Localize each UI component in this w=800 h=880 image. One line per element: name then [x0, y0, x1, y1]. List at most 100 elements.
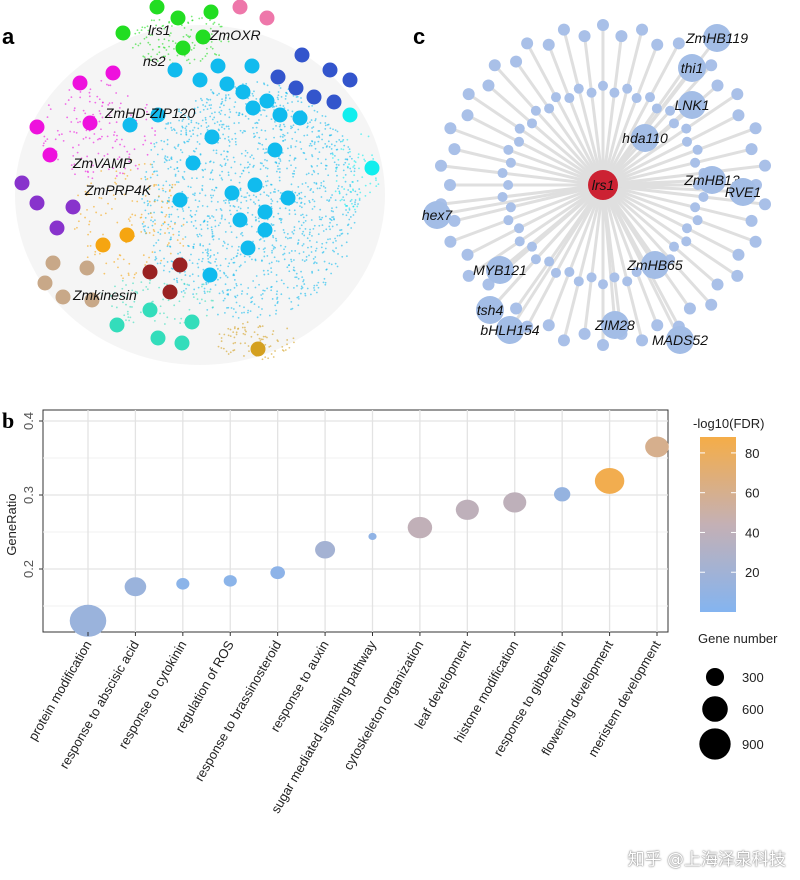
gene-dot [257, 326, 260, 329]
gene-dot [375, 179, 377, 182]
gene-dot [311, 154, 313, 156]
gene-dot [261, 338, 264, 341]
gene-dot [167, 299, 170, 302]
gene-dot [143, 162, 146, 165]
gene-node [505, 157, 516, 168]
gene-node [542, 38, 555, 51]
gene-dot [237, 249, 239, 252]
gene-dot [220, 217, 223, 220]
gene-dot [308, 199, 311, 202]
gene-dot [246, 151, 249, 154]
gene-node [615, 30, 628, 43]
gene-dot [202, 244, 205, 247]
gene-node [510, 302, 523, 315]
gene-dot [202, 108, 205, 111]
gene-dot [104, 212, 107, 215]
gene-dot [330, 196, 332, 199]
gene-dot [303, 152, 306, 155]
gene-dot [235, 236, 238, 239]
y-tick-label: 0.4 [21, 412, 36, 430]
gene-dot [115, 92, 118, 94]
gene-dot [144, 216, 147, 219]
gene-dot [220, 337, 223, 339]
gene-dot [276, 290, 279, 293]
module-node-tan [79, 260, 95, 276]
gene-dot [108, 189, 111, 192]
gene-dot [221, 215, 223, 218]
gene-dot [199, 153, 202, 156]
gene-dot [166, 243, 169, 246]
gene-dot [216, 121, 219, 123]
gene-dot [205, 126, 208, 129]
gene-dot [274, 161, 277, 164]
gene-dot [213, 122, 216, 125]
gene-dot [245, 102, 247, 105]
gene-dot [205, 121, 208, 124]
gene-dot [168, 199, 170, 202]
gene-dot [68, 89, 71, 91]
gene-dot [313, 205, 316, 208]
gene-dot [272, 356, 275, 358]
gene-dot [196, 106, 199, 109]
gene-dot [343, 199, 346, 202]
gene-dot [280, 96, 283, 98]
gene-dot [304, 182, 307, 184]
gene-dot [265, 138, 267, 141]
gene-dot [200, 285, 203, 288]
gene-dot [130, 159, 133, 161]
gene-dot [279, 160, 282, 162]
gene-dot [152, 234, 155, 237]
gene-dot [234, 137, 237, 140]
gene-dot [256, 148, 259, 150]
gene-node [698, 191, 709, 202]
gene-dot [144, 194, 147, 197]
gene-dot [186, 59, 188, 62]
gene-dot [273, 105, 276, 108]
gene-dot [209, 217, 211, 220]
gene-dot [202, 283, 205, 286]
gene-dot [322, 146, 324, 149]
gene-dot [232, 308, 235, 310]
gene-dot [282, 349, 285, 352]
gene-dot [236, 252, 239, 255]
gene-dot [129, 305, 132, 308]
gene-dot [349, 185, 352, 188]
gene-dot [233, 327, 236, 330]
gene-dot [223, 150, 225, 153]
gene-node [759, 198, 772, 211]
gene-dot [314, 118, 317, 120]
gene-dot [163, 257, 165, 260]
gene-dot [173, 47, 175, 50]
gene-dot [77, 144, 80, 146]
gene-dot [252, 94, 255, 97]
gene-dot [138, 186, 141, 188]
gene-dot [157, 184, 160, 186]
gene-dot [249, 156, 252, 158]
gene-dot [266, 84, 269, 87]
gene-dot [219, 120, 222, 122]
gene-dot [248, 194, 251, 197]
gene-dot [255, 195, 258, 198]
gene-node [732, 109, 745, 122]
module-node-blue [322, 62, 338, 78]
gene-dot [67, 99, 70, 101]
gene-dot [211, 178, 214, 181]
gene-dot [232, 274, 235, 277]
gene-dot [282, 229, 285, 231]
gene-dot [308, 254, 310, 257]
gene-dot [281, 136, 284, 138]
gene-dot [255, 126, 258, 129]
gene-dot [174, 173, 177, 176]
gene-dot [265, 194, 268, 197]
gene-dot [123, 145, 126, 148]
gene-dot [268, 91, 271, 93]
gene-dot [173, 318, 176, 320]
module-node-cyan [232, 212, 248, 228]
edge [562, 184, 605, 341]
gene-dot [229, 351, 232, 354]
gene-dot [178, 272, 181, 274]
gene-dot [270, 183, 272, 186]
gene-dot [134, 32, 137, 35]
gene-dot [92, 171, 95, 173]
module-node-tan [55, 289, 71, 305]
